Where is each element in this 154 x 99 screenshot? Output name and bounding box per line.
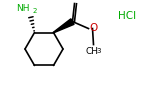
- Text: 2: 2: [32, 8, 36, 14]
- Polygon shape: [53, 19, 74, 33]
- Text: O: O: [89, 23, 98, 33]
- Text: O: O: [71, 0, 80, 2]
- Text: NH: NH: [16, 4, 30, 13]
- Text: 3: 3: [97, 48, 101, 54]
- Text: HCl: HCl: [118, 11, 136, 21]
- Text: CH: CH: [86, 47, 99, 56]
